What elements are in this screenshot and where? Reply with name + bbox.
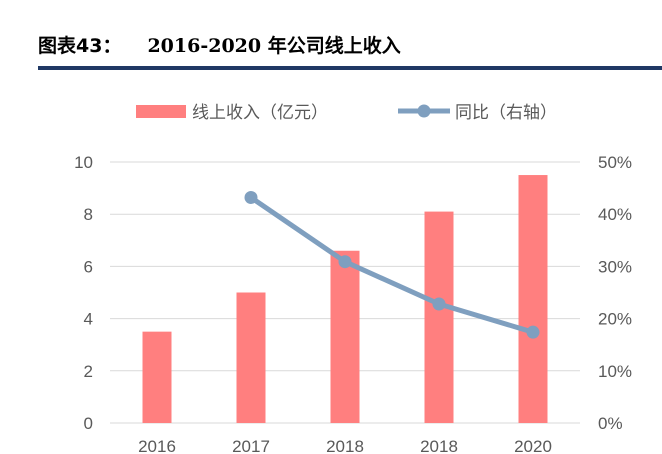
yoy-point xyxy=(244,190,258,204)
bar-series xyxy=(142,175,548,423)
left-axis-tick: 2 xyxy=(84,362,93,381)
yoy-point xyxy=(338,255,352,269)
axis-labels: 0 2 4 6 8 10 0% 10% 20% 30% 40% 50% 2016 2017 2018 2018… xyxy=(74,153,632,454)
yoy-point xyxy=(432,297,446,311)
legend-line-marker xyxy=(417,104,431,118)
legend-bar-label: 线上收入（亿元） xyxy=(192,103,328,122)
yoy-point xyxy=(526,325,540,339)
figure-header: 图表43： 2016-2020 年公司线上收入 xyxy=(38,22,662,70)
bar xyxy=(518,175,548,423)
right-axis-tick: 0% xyxy=(598,414,623,433)
left-axis-tick: 4 xyxy=(84,310,93,329)
bar xyxy=(424,211,454,423)
bar xyxy=(142,331,172,423)
left-axis-tick: 8 xyxy=(84,205,93,224)
right-axis-tick: 30% xyxy=(598,257,632,276)
figure-title: 2016-2020 年公司线上收入 xyxy=(147,34,401,57)
right-axis-tick: 10% xyxy=(598,362,632,381)
bar xyxy=(330,250,360,423)
x-axis-tick: 2018 xyxy=(326,437,364,454)
x-axis-tick: 2020 xyxy=(514,437,552,454)
left-axis-tick: 6 xyxy=(84,257,93,276)
left-axis-tick: 0 xyxy=(84,414,93,433)
legend: 线上收入（亿元） 同比（右轴） xyxy=(136,103,557,122)
bar xyxy=(236,292,266,423)
x-axis-tick: 2016 xyxy=(138,437,176,454)
left-axis-tick: 10 xyxy=(74,153,93,172)
legend-line-label: 同比（右轴） xyxy=(455,103,557,122)
x-axis-tick: 2017 xyxy=(232,437,270,454)
legend-bar-swatch xyxy=(136,105,186,118)
right-axis-tick: 50% xyxy=(598,153,632,172)
line-series xyxy=(244,190,540,339)
right-axis-tick: 20% xyxy=(598,310,632,329)
x-axis-tick: 2018 xyxy=(420,437,458,454)
right-axis-tick: 40% xyxy=(598,205,632,224)
yoy-line xyxy=(249,195,534,335)
figure-label: 图表43： xyxy=(38,34,122,57)
